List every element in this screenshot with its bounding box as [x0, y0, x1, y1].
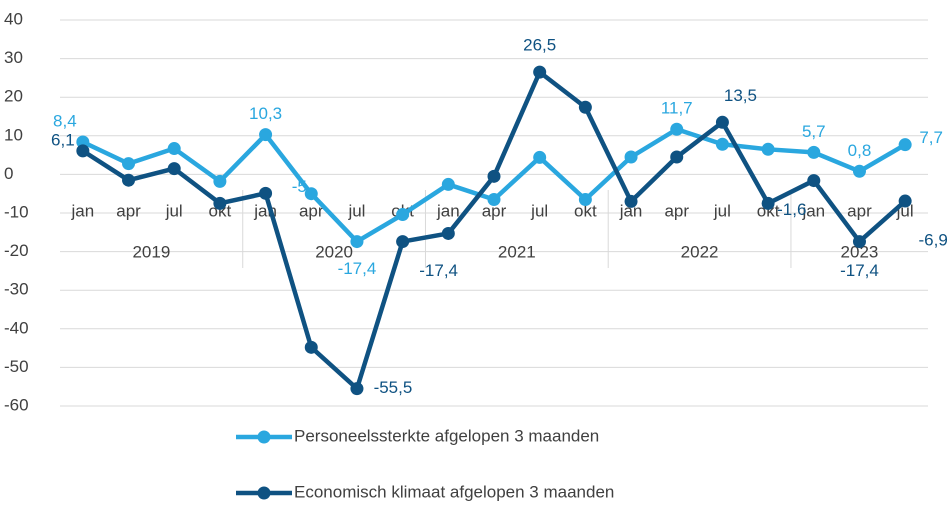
data-point [350, 382, 364, 396]
data-point [852, 235, 866, 249]
x-tick-label: jan [70, 201, 94, 220]
data-point [213, 174, 227, 188]
data-label: 8,4 [53, 111, 77, 130]
data-label: 0,8 [848, 141, 872, 160]
data-point [487, 169, 501, 183]
x-group-label: 2019 [132, 242, 170, 261]
data-label: 10,3 [249, 104, 282, 123]
series-line [81, 126, 907, 244]
data-label: -6,9 [919, 231, 948, 250]
data-label: -17,4 [419, 261, 458, 280]
data-point [76, 144, 90, 158]
x-group-label: 2022 [681, 242, 719, 261]
y-tick-label: -20 [4, 241, 29, 260]
x-tick-label: apr [847, 201, 872, 220]
data-point [533, 65, 547, 79]
data-label: -17,4 [338, 259, 377, 278]
data-point [715, 115, 729, 129]
data-point [396, 208, 410, 222]
data-point [396, 235, 410, 249]
data-point [578, 100, 592, 114]
data-label: -5 [292, 177, 307, 196]
data-label: -1,6 [777, 200, 806, 219]
data-label: 13,5 [724, 86, 757, 105]
x-group-label: 2020 [315, 242, 353, 261]
data-point [213, 196, 227, 210]
x-tick-label: jul [530, 201, 548, 220]
data-point [715, 137, 729, 151]
data-point [807, 145, 821, 159]
data-point [259, 186, 273, 200]
y-tick-label: -40 [4, 318, 29, 337]
data-point [670, 122, 684, 136]
data-point [441, 177, 455, 191]
data-label: -55,5 [374, 378, 413, 397]
data-point [304, 187, 318, 201]
data-point [122, 157, 136, 171]
data-point [304, 340, 318, 354]
y-tick-label: -50 [4, 357, 29, 376]
data-point [898, 194, 912, 208]
x-tick-label: jul [347, 201, 365, 220]
legend-marker [257, 430, 271, 444]
data-label: 11,7 [661, 99, 693, 118]
x-tick-label: jul [165, 201, 183, 220]
x-tick-label: jul [713, 201, 731, 220]
x-group-label: 2021 [498, 242, 536, 261]
x-tick-label: apr [482, 201, 507, 220]
x-tick-label: okt [574, 201, 597, 220]
x-group-label: 2023 [841, 242, 879, 261]
y-tick-label: 40 [4, 9, 23, 28]
data-point [807, 174, 821, 188]
data-label: -17,4 [840, 261, 879, 280]
data-point [167, 142, 181, 156]
legend-label: Economisch klimaat afgelopen 3 maanden [294, 482, 614, 501]
data-label: 26,5 [523, 36, 556, 55]
series-line [81, 69, 907, 391]
data-point [122, 173, 136, 187]
data-point [898, 138, 912, 152]
data-point [167, 162, 181, 176]
data-point [624, 194, 638, 208]
data-label: 5,7 [802, 122, 826, 141]
data-point [578, 192, 592, 206]
y-tick-label: 10 [4, 125, 23, 144]
y-tick-label: 20 [4, 87, 23, 106]
data-point [624, 150, 638, 164]
x-tick-label: jan [436, 201, 460, 220]
y-tick-label: -10 [4, 202, 29, 221]
y-tick-label: 0 [4, 164, 13, 183]
x-tick-label: jan [619, 201, 643, 220]
data-point [259, 128, 273, 142]
data-point [670, 150, 684, 164]
data-point [487, 192, 501, 206]
data-label: 6,1 [51, 130, 75, 149]
y-tick-label: -60 [4, 395, 29, 414]
data-point [761, 142, 775, 156]
legend-marker [257, 486, 271, 500]
y-tick-label: 30 [4, 48, 23, 67]
data-point [350, 235, 364, 249]
x-tick-label: apr [664, 201, 689, 220]
data-point [441, 226, 455, 240]
data-point [852, 164, 866, 178]
y-tick-label: -30 [4, 280, 29, 299]
data-label: 7,7 [919, 128, 943, 147]
x-tick-label: apr [116, 201, 141, 220]
legend-label: Personeelssterkte afgelopen 3 maanden [294, 426, 599, 445]
data-point [761, 196, 775, 210]
x-tick-label: apr [299, 201, 324, 220]
data-point [533, 150, 547, 164]
x-tick-label: jan [801, 201, 825, 220]
